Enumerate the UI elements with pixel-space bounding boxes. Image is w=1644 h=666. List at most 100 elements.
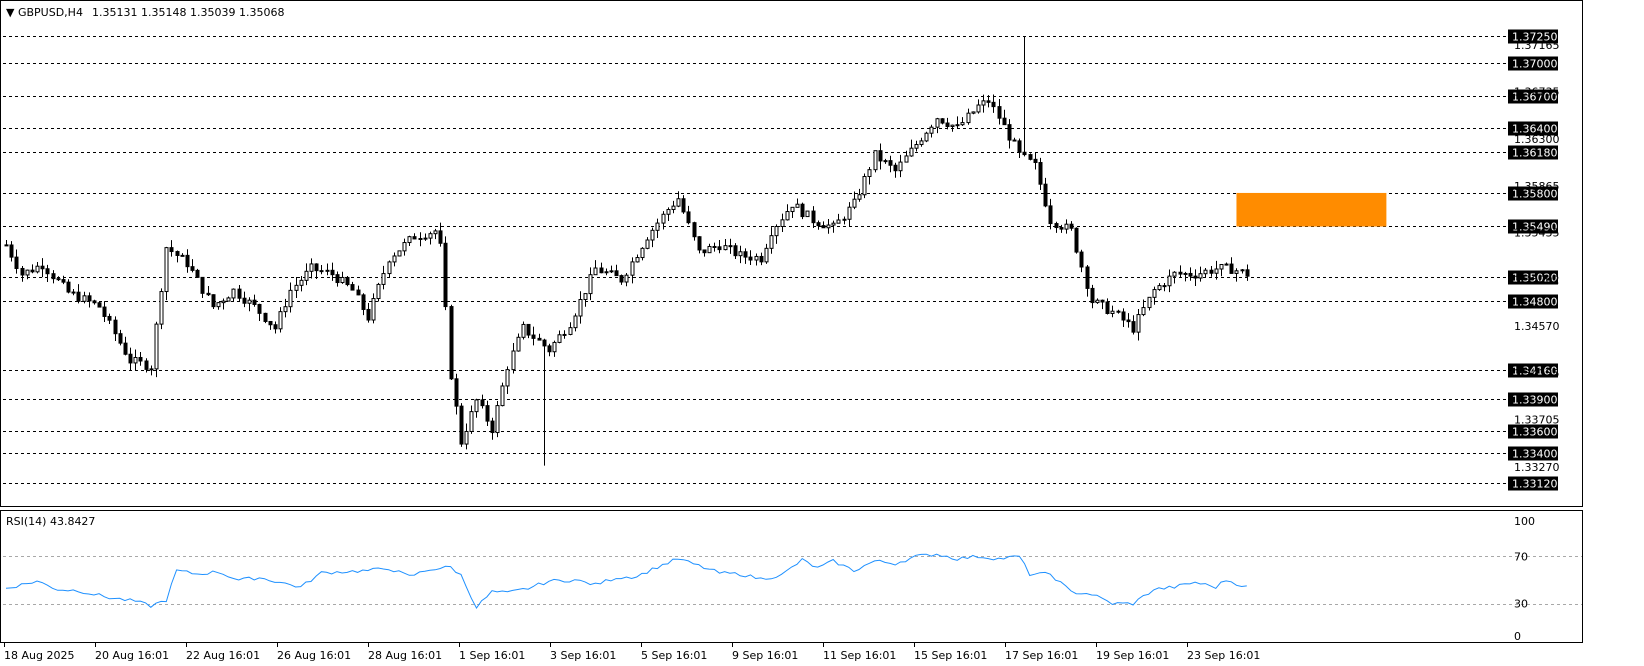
candle-body xyxy=(1188,272,1193,277)
level-label-box xyxy=(1508,89,1558,104)
candle-body xyxy=(997,106,1002,119)
candle-body xyxy=(940,118,945,124)
candle-body xyxy=(45,268,50,275)
candle-body xyxy=(619,275,624,283)
candle-body xyxy=(511,350,516,371)
date-label: 11 Sep 16:01 xyxy=(823,649,896,662)
candle-body xyxy=(1007,124,1012,141)
candle-body xyxy=(1048,205,1053,225)
candle-body xyxy=(118,333,123,344)
candle-body xyxy=(263,312,268,322)
chart-ohlc: 1.35131 1.35148 1.35039 1.35068 xyxy=(92,6,284,19)
candle-body xyxy=(56,278,61,281)
level-label: 1.33600 xyxy=(1512,426,1558,439)
candle-body xyxy=(702,249,707,254)
candle-body xyxy=(128,353,133,364)
candle-body xyxy=(1157,285,1162,291)
date-label: 17 Sep 16:01 xyxy=(1005,649,1078,662)
level-label: 1.34800 xyxy=(1512,296,1558,309)
price-tick: 1.33705 xyxy=(1514,414,1560,427)
candle-body xyxy=(805,210,810,218)
candle-body xyxy=(681,198,686,213)
candle-body xyxy=(252,299,257,305)
candle-body xyxy=(661,213,666,224)
candle-body xyxy=(593,267,598,276)
candle-body xyxy=(283,306,288,313)
candle-body xyxy=(712,245,717,248)
candle-body xyxy=(547,345,552,353)
rsi-levels xyxy=(3,556,1582,605)
candle-body xyxy=(1198,273,1203,279)
candle-body xyxy=(1059,227,1064,230)
rsi-line xyxy=(5,553,1247,609)
candle-body xyxy=(1203,269,1208,275)
candle-body xyxy=(133,356,138,364)
candle-body xyxy=(1064,223,1069,230)
level-label: 1.35020 xyxy=(1512,272,1558,285)
level-label: 1.36400 xyxy=(1512,123,1558,136)
rsi-tick: 0 xyxy=(1514,630,1521,643)
candle-body xyxy=(319,270,324,273)
candle-body xyxy=(340,276,345,284)
candle-body xyxy=(237,288,242,299)
candle-body xyxy=(971,111,976,114)
candle-body xyxy=(159,291,164,325)
level-label: 1.37000 xyxy=(1512,58,1558,71)
candle-body xyxy=(1141,307,1146,316)
candle-body xyxy=(842,218,847,221)
level-label: 1.35490 xyxy=(1512,221,1558,234)
level-label-box xyxy=(1508,424,1558,439)
candle-body xyxy=(423,237,428,240)
level-label-box xyxy=(1508,270,1558,285)
candle-body xyxy=(412,236,417,240)
candle-body xyxy=(759,255,764,263)
candle-body xyxy=(330,269,335,276)
candle-body xyxy=(738,251,743,257)
candle-body xyxy=(40,265,45,270)
candle-body xyxy=(552,341,557,353)
supply-zone xyxy=(1236,192,1387,227)
candle-body xyxy=(826,224,831,229)
candle-body xyxy=(795,203,800,208)
candle-body xyxy=(1100,299,1105,303)
price-tick: 1.36735 xyxy=(1514,86,1560,99)
candle-body xyxy=(588,274,593,295)
candle-body xyxy=(449,306,454,380)
candle-body xyxy=(1136,314,1141,333)
candle-body xyxy=(991,101,996,108)
candle-body xyxy=(609,270,614,273)
candle-body xyxy=(459,405,464,445)
candle-body xyxy=(25,269,30,276)
candle-body xyxy=(604,271,609,274)
candle-body xyxy=(1167,275,1172,287)
candle-body xyxy=(924,132,929,142)
candle-body xyxy=(185,254,190,268)
candle-body xyxy=(816,222,821,227)
candle-body xyxy=(102,306,107,317)
candle-body xyxy=(945,122,950,128)
candle-body xyxy=(981,100,986,106)
candle-body xyxy=(888,160,893,166)
candle-body xyxy=(107,315,112,321)
candle-body xyxy=(76,291,81,302)
level-label-box xyxy=(1508,446,1558,461)
candle-body xyxy=(531,334,536,339)
candle-body xyxy=(1219,263,1224,270)
candle-body xyxy=(774,226,779,237)
candle-body xyxy=(635,257,640,263)
candle-body xyxy=(376,283,381,300)
candle-body xyxy=(1090,287,1095,304)
candle-body xyxy=(583,293,588,301)
candle-body xyxy=(614,270,619,277)
symbol-dropdown-icon[interactable]: ▼ xyxy=(6,6,18,19)
candle-body xyxy=(1079,251,1084,268)
candle-body xyxy=(966,112,971,124)
candle-body xyxy=(526,323,531,336)
date-label: 28 Aug 16:01 xyxy=(368,649,442,662)
candle-body xyxy=(309,263,314,272)
candle-body xyxy=(950,124,955,128)
candle-body xyxy=(206,292,211,296)
candle-body xyxy=(800,203,805,218)
date-label: 20 Aug 16:01 xyxy=(95,649,169,662)
